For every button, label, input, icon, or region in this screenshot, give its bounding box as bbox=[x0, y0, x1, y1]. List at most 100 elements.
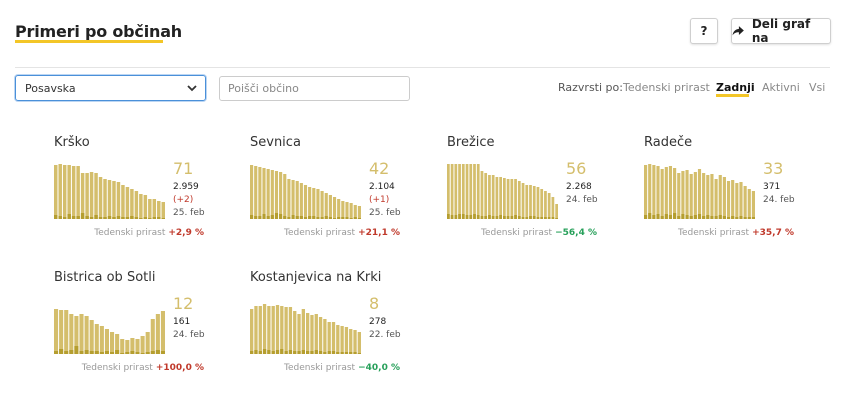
bar bbox=[532, 186, 536, 219]
bar-new-cases bbox=[503, 216, 506, 219]
active-count: 12 bbox=[173, 294, 194, 313]
bar-new-cases bbox=[353, 352, 357, 354]
bar bbox=[648, 164, 652, 219]
bar-new-cases bbox=[743, 217, 747, 219]
bar bbox=[143, 195, 148, 219]
bar-new-cases bbox=[299, 216, 303, 219]
bar bbox=[121, 185, 125, 219]
bar bbox=[357, 206, 361, 219]
bar-new-cases bbox=[506, 216, 510, 219]
bar bbox=[495, 177, 499, 219]
bar bbox=[310, 315, 314, 354]
bar-new-cases bbox=[112, 217, 116, 219]
bar-new-cases bbox=[303, 217, 308, 219]
bar bbox=[288, 307, 293, 354]
bar bbox=[150, 319, 155, 354]
municipality-search-input[interactable]: Poišči občino bbox=[219, 76, 410, 101]
bar-new-cases bbox=[254, 216, 258, 219]
municipality-card[interactable]: Brežice 56 2.268 24. feb Tedenski prirast −56… bbox=[447, 135, 607, 245]
help-button[interactable]: ? bbox=[690, 18, 718, 44]
share-button[interactable]: Deli graf na bbox=[731, 17, 831, 45]
bar-new-cases bbox=[544, 217, 547, 219]
bar-new-cases bbox=[262, 349, 267, 354]
bar bbox=[517, 181, 521, 219]
bar-new-cases bbox=[510, 216, 514, 219]
bar-new-cases bbox=[279, 214, 283, 219]
bar bbox=[677, 173, 681, 219]
municipality-card[interactable]: Krško 71 2.959 (+2) 25. feb Tedenski prirast +… bbox=[54, 135, 214, 245]
bar-new-cases bbox=[480, 216, 484, 219]
bar bbox=[316, 189, 320, 219]
municipality-card[interactable]: Sevnica 42 2.104 (+1) 25. feb Tedenski priras… bbox=[250, 135, 410, 245]
weekly-growth: Tedenski prirast +35,7 % bbox=[644, 228, 794, 238]
bar-new-cases bbox=[301, 350, 305, 354]
sort-option-active[interactable]: Aktivni bbox=[762, 81, 800, 94]
bar-new-cases bbox=[689, 216, 693, 219]
bar bbox=[160, 311, 165, 354]
bar-new-cases bbox=[62, 217, 67, 219]
bar-new-cases bbox=[116, 216, 121, 219]
bar-new-cases bbox=[271, 351, 275, 354]
weekly-growth: Tedenski prirast +100,0 % bbox=[54, 363, 204, 373]
bar bbox=[107, 180, 112, 219]
weekly-growth-value: −56,4 % bbox=[555, 228, 597, 238]
region-select[interactable]: Posavska bbox=[15, 75, 206, 101]
bar bbox=[275, 305, 280, 354]
weekly-growth: Tedenski prirast −40,0 % bbox=[250, 363, 400, 373]
bar bbox=[503, 178, 506, 219]
bar-new-cases bbox=[751, 217, 755, 219]
municipality-card[interactable]: Kostanjevica na Krki 8 278 22. feb Tedenski … bbox=[250, 270, 410, 380]
bar-new-cases bbox=[145, 352, 150, 354]
bar-new-cases bbox=[94, 215, 98, 219]
bar bbox=[465, 164, 469, 219]
bar bbox=[718, 175, 722, 219]
bar bbox=[476, 164, 480, 219]
sort-option-latest[interactable]: Zadnji bbox=[716, 81, 755, 94]
sort-option-all[interactable]: Vsi bbox=[809, 81, 826, 94]
title-underline bbox=[15, 40, 163, 43]
bar-new-cases bbox=[150, 351, 155, 354]
bar bbox=[722, 177, 726, 219]
bar-new-cases bbox=[718, 215, 722, 219]
bar-new-cases bbox=[262, 214, 266, 219]
bar-new-cases bbox=[310, 351, 314, 354]
bar bbox=[656, 166, 660, 219]
bar bbox=[69, 314, 74, 354]
weekly-growth-label: Tedenski prirast bbox=[94, 228, 166, 238]
bar-new-cases bbox=[275, 350, 280, 354]
bar bbox=[484, 173, 488, 219]
bar-new-cases bbox=[120, 353, 125, 354]
bar-new-cases bbox=[525, 217, 529, 219]
bar-new-cases bbox=[344, 352, 349, 354]
weekly-growth-value: +100,0 % bbox=[155, 363, 204, 373]
weekly-growth-label: Tedenski prirast bbox=[81, 363, 153, 373]
sort-label: Razvrsti po: bbox=[558, 81, 623, 94]
weekly-growth-label: Tedenski prirast bbox=[284, 363, 356, 373]
bar-new-cases bbox=[254, 350, 258, 354]
bar bbox=[702, 173, 706, 219]
bar-new-cases bbox=[306, 351, 310, 354]
bar-new-cases bbox=[58, 216, 62, 219]
bar-new-cases bbox=[340, 352, 344, 354]
bar bbox=[301, 309, 305, 354]
last-date: 25. feb bbox=[173, 208, 205, 218]
bar-new-cases bbox=[697, 214, 702, 219]
bar bbox=[551, 197, 555, 219]
bar bbox=[318, 317, 323, 354]
bar-new-cases bbox=[551, 217, 555, 219]
bar-new-cases bbox=[71, 216, 76, 219]
bar-new-cases bbox=[161, 218, 165, 219]
bar bbox=[668, 166, 673, 219]
municipality-card[interactable]: Bistrica ob Sotli 12 161 24. feb Tedenski pr… bbox=[54, 270, 214, 380]
bar bbox=[270, 170, 274, 219]
bar bbox=[58, 164, 62, 219]
bar-new-cases bbox=[652, 215, 656, 219]
municipality-card[interactable]: Radeče 33 371 24. feb Tedenski prirast +35,7 … bbox=[644, 135, 804, 245]
bar bbox=[62, 165, 67, 219]
bar bbox=[469, 164, 473, 219]
bar bbox=[291, 180, 295, 219]
bar bbox=[84, 316, 89, 354]
sort-option-weekly[interactable]: Tedenski prirast bbox=[623, 81, 710, 94]
active-count: 8 bbox=[369, 294, 380, 313]
bar bbox=[324, 193, 328, 219]
